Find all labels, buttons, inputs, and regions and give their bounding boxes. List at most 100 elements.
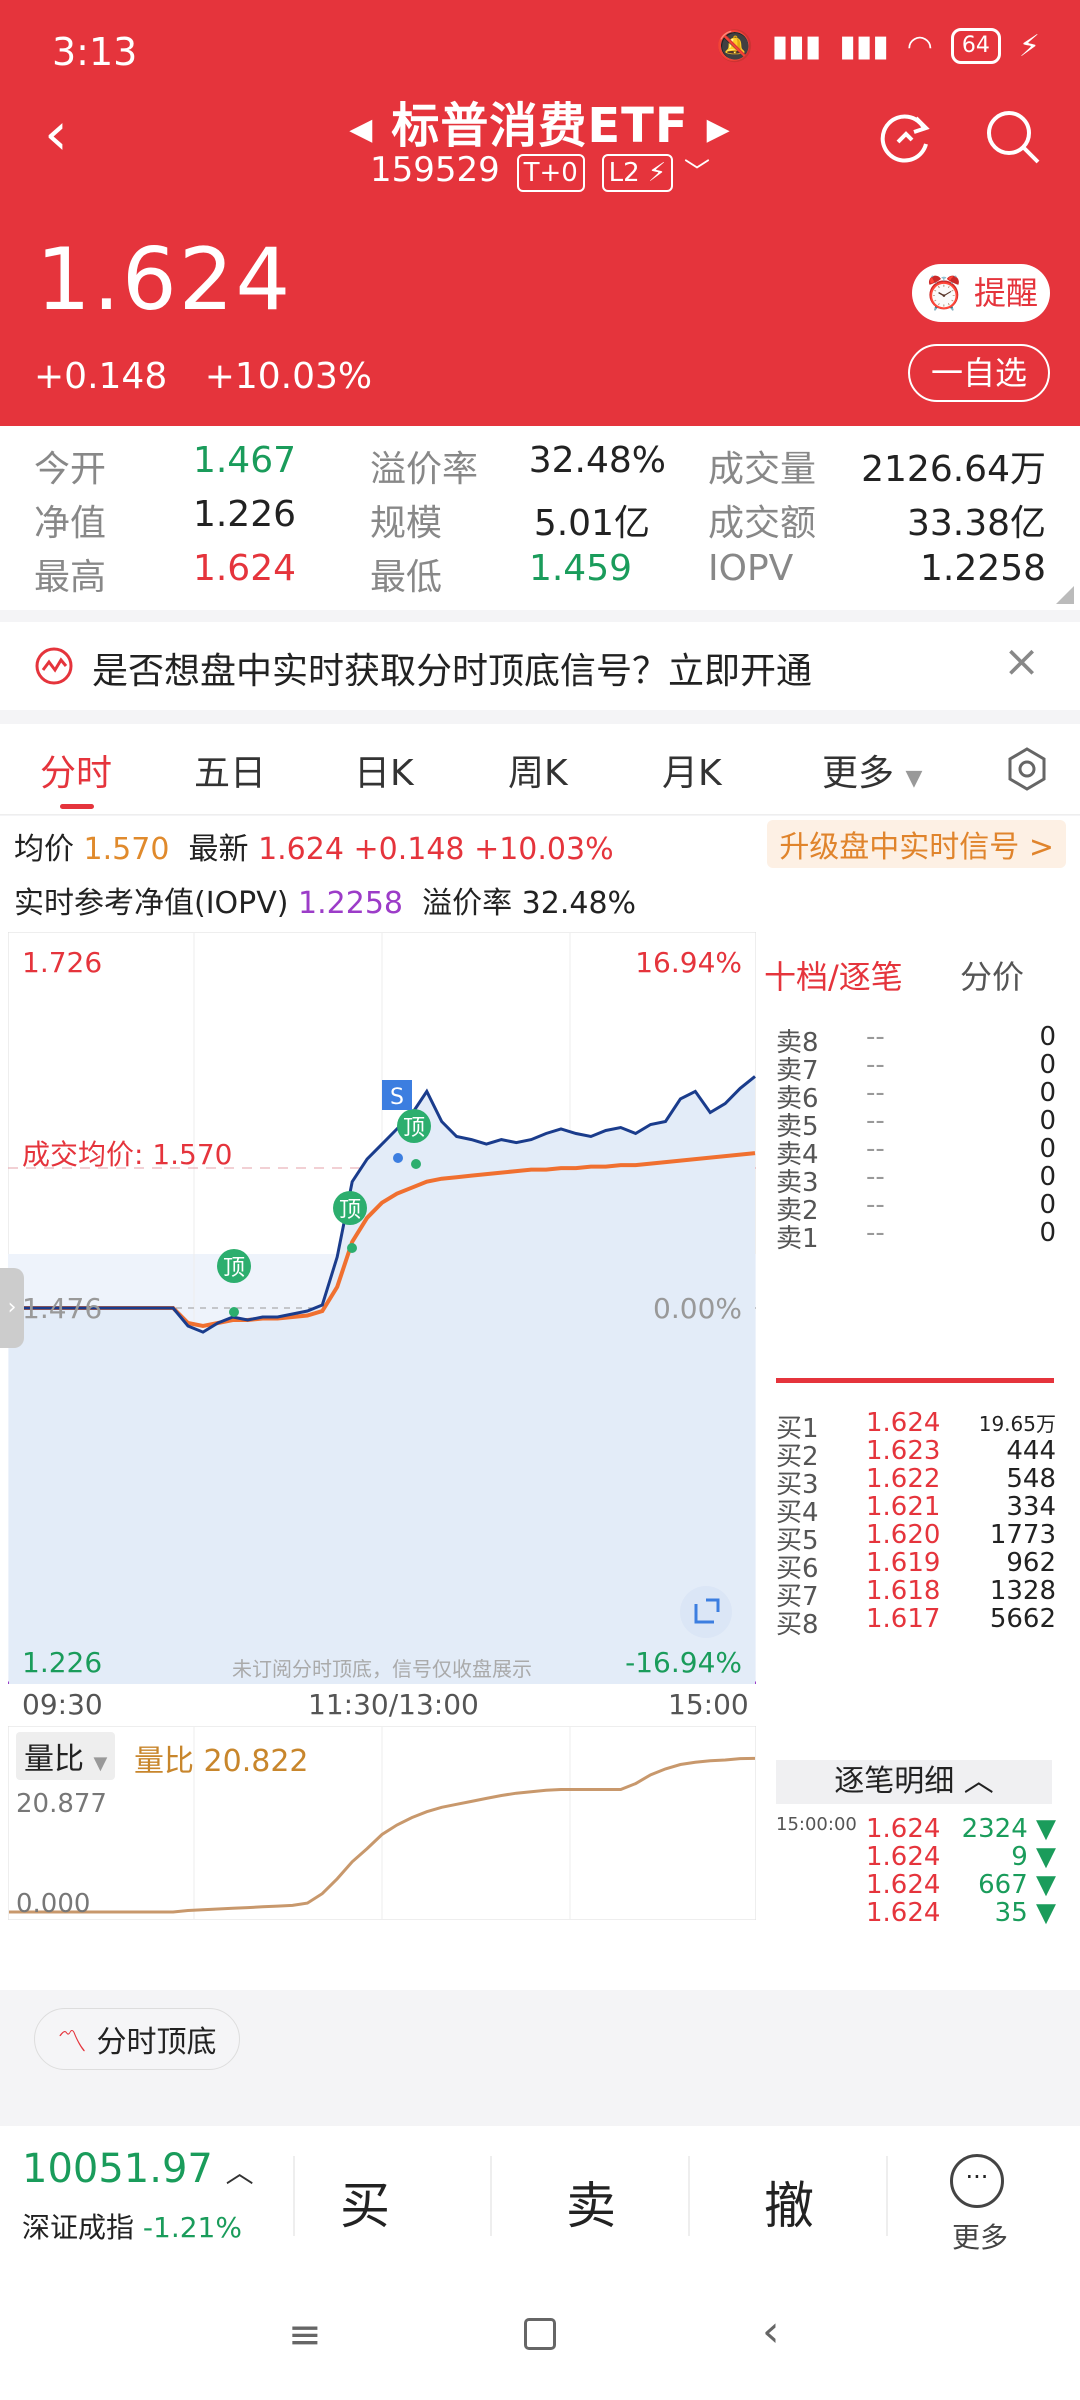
fullscreen-icon[interactable] [680, 1586, 732, 1638]
orderbook-price: 1.623 [866, 1436, 941, 1466]
stat-value: 33.38亿 [906, 503, 1046, 544]
settings-icon[interactable] [1004, 746, 1050, 792]
refresh-icon[interactable] [876, 108, 934, 166]
orderbook-row[interactable]: 卖2 -- 0 [776, 1190, 1056, 1230]
stat-label: IOPV [708, 548, 794, 589]
volume-ratio-chart[interactable]: 20.877 0.000 [8, 1726, 756, 1920]
stock-title[interactable]: ◀ 标普消费ETF ▶ [0, 86, 1080, 156]
l2-tag[interactable]: L2 ⚡ [601, 154, 674, 192]
tick-row: 1.624 667 ▼ [776, 1870, 1056, 1910]
expand-corner-icon[interactable] [1056, 586, 1074, 604]
orderbook-level: 卖4 [776, 1140, 819, 1170]
price-change: +0.148 +10.03% [34, 356, 398, 397]
upgrade-signal-button[interactable]: 升级盘中实时信号 > [767, 820, 1066, 868]
price-info-row: 均价 1.570 最新 1.624 +0.148 +10.03% [14, 832, 614, 867]
signal-top-1: 顶 [217, 1249, 251, 1317]
stat-value: 32.48% [528, 440, 666, 481]
tab-weekly-k[interactable]: 周K [508, 753, 568, 794]
signal-icon: ▮▮▮ [771, 28, 822, 64]
orderbook-row[interactable]: 买8 1.617 5662 [776, 1604, 1056, 1644]
orderbook-volume: 0 [1039, 1106, 1056, 1136]
volume-selector[interactable]: 量比 ▼ [16, 1732, 116, 1780]
dropdown-icon: ▼ [905, 766, 923, 791]
orderbook-level: 卖8 [776, 1028, 819, 1058]
tab-five-day[interactable]: 五日 [194, 753, 267, 794]
orderbook-row[interactable]: 卖1 -- 0 [776, 1218, 1056, 1258]
remind-button[interactable]: ⏰ 提醒 [912, 264, 1050, 322]
orderbook-level: 买5 [776, 1526, 819, 1556]
y-label-top: 1.726 [22, 946, 102, 979]
back-icon[interactable]: ‹ [44, 99, 68, 169]
orderbook-row[interactable]: 买2 1.623 444 [776, 1436, 1056, 1476]
orderbook-row[interactable]: 买6 1.619 962 [776, 1548, 1056, 1588]
ticks-header[interactable]: 逐笔明细 ︿ [776, 1760, 1052, 1804]
tab-intraday[interactable]: 分时 [40, 753, 113, 794]
orderbook-row[interactable]: 买5 1.620 1773 [776, 1520, 1056, 1560]
orderbook-volume: 548 [1006, 1464, 1056, 1494]
orderbook-row[interactable]: 买4 1.621 334 [776, 1492, 1056, 1532]
orderbook-volume: 0 [1039, 1078, 1056, 1108]
y-label-bottom: 1.226 [22, 1646, 102, 1679]
orderbook-row[interactable]: 买1 1.624 19.65万 [776, 1408, 1056, 1448]
stat-value: 2126.64万 [861, 449, 1046, 490]
orderbook-row[interactable]: 卖6 -- 0 [776, 1078, 1056, 1118]
back-nav-icon[interactable]: ‹ [762, 2306, 780, 2357]
chevron-down-icon[interactable]: ﹀ [684, 158, 711, 188]
stats-row: 最高 1.624 最低 1.459 IOPV 1.2258 [0, 548, 1080, 604]
sell-button[interactable]: 卖 [566, 2177, 616, 2235]
signal-banner[interactable]: 是否想盘中实时获取分时顶底信号？立即开通 × [0, 622, 1080, 710]
next-stock-icon[interactable]: ▶ [706, 111, 731, 147]
index-name-row: 深证成指 -1.21% [22, 2211, 242, 2244]
tick-volume: 35 ▼ [994, 1898, 1056, 1928]
orderbook-row[interactable]: 卖8 -- 0 [776, 1022, 1056, 1062]
more-button[interactable]: 更多 [952, 2221, 1009, 2254]
orderbook-tab[interactable]: 十档/逐笔 [764, 958, 903, 996]
stat-label: 溢价率 [370, 449, 479, 490]
more-icon[interactable]: ··· [950, 2154, 1004, 2208]
index-value[interactable]: 10051.97 ︿ [22, 2146, 254, 2192]
stat-value: 5.01亿 [533, 503, 650, 544]
orderbook-row[interactable]: 卖4 -- 0 [776, 1134, 1056, 1174]
buy-button[interactable]: 买 [340, 2177, 390, 2235]
home-icon[interactable] [524, 2318, 556, 2350]
orderbook-row[interactable]: 买7 1.618 1328 [776, 1576, 1056, 1616]
tab-more[interactable]: 更多 ▼ [822, 753, 923, 794]
pct-label-mid: 0.00% [653, 1292, 742, 1325]
tick-row: 1.624 35 ▼ [776, 1898, 1056, 1938]
orderbook-row[interactable]: 买3 1.622 548 [776, 1464, 1056, 1504]
tab-monthly-k[interactable]: 月K [662, 753, 722, 794]
orderbook-row[interactable]: 卖3 -- 0 [776, 1162, 1056, 1202]
orderbook-row[interactable]: 卖5 -- 0 [776, 1106, 1056, 1146]
orderbook-price: 1.619 [866, 1548, 941, 1578]
cancel-button[interactable]: 撤 [764, 2177, 814, 2235]
stat-value: 1.2258 [920, 548, 1046, 589]
search-icon[interactable] [984, 108, 1042, 166]
orderbook-level: 买3 [776, 1470, 819, 1500]
tick-time: 15:00:00 [776, 1814, 857, 1835]
price-distribution-tab[interactable]: 分价 [960, 958, 1025, 996]
battery-icon: 64 [950, 28, 1001, 64]
stat-label: 规模 [370, 503, 443, 544]
orderbook-price: -- [866, 1134, 885, 1164]
left-expand-handle[interactable]: › [0, 1268, 24, 1348]
tab-daily-k[interactable]: 日K [354, 753, 414, 794]
intraday-chart[interactable]: 1.726 1.476 1.226 16.94% 0.00% -16.94% 成… [8, 932, 756, 1684]
orderbook-volume: 0 [1039, 1162, 1056, 1192]
menu-icon[interactable]: ≡ [288, 2312, 322, 2358]
iopv-row: 实时参考净值(IOPV) 1.2258 溢价率 32.48% [14, 886, 637, 921]
x-label-end: 15:00 [668, 1688, 749, 1721]
orderbook-row[interactable]: 卖7 -- 0 [776, 1050, 1056, 1090]
stats-row: 净值 1.226 规模 5.01亿 成交额 33.38亿 [0, 494, 1080, 550]
close-icon[interactable]: × [1003, 636, 1040, 687]
orderbook-price: -- [866, 1022, 885, 1052]
stat-value: 1.467 [192, 440, 296, 481]
stat-label: 最低 [370, 557, 443, 598]
top-bottom-toggle[interactable]: 〽 分时顶底 [34, 2008, 240, 2070]
prev-stock-icon[interactable]: ◀ [349, 111, 374, 147]
svg-text:顶: 顶 [223, 1256, 245, 1281]
favorite-button[interactable]: 一自选 [908, 344, 1050, 402]
orderbook-price: -- [866, 1106, 885, 1136]
mute-bell-icon: 🔕 [716, 28, 754, 64]
premium-value: 32.48% [521, 886, 637, 921]
wifi-icon: ◠ [906, 28, 933, 64]
